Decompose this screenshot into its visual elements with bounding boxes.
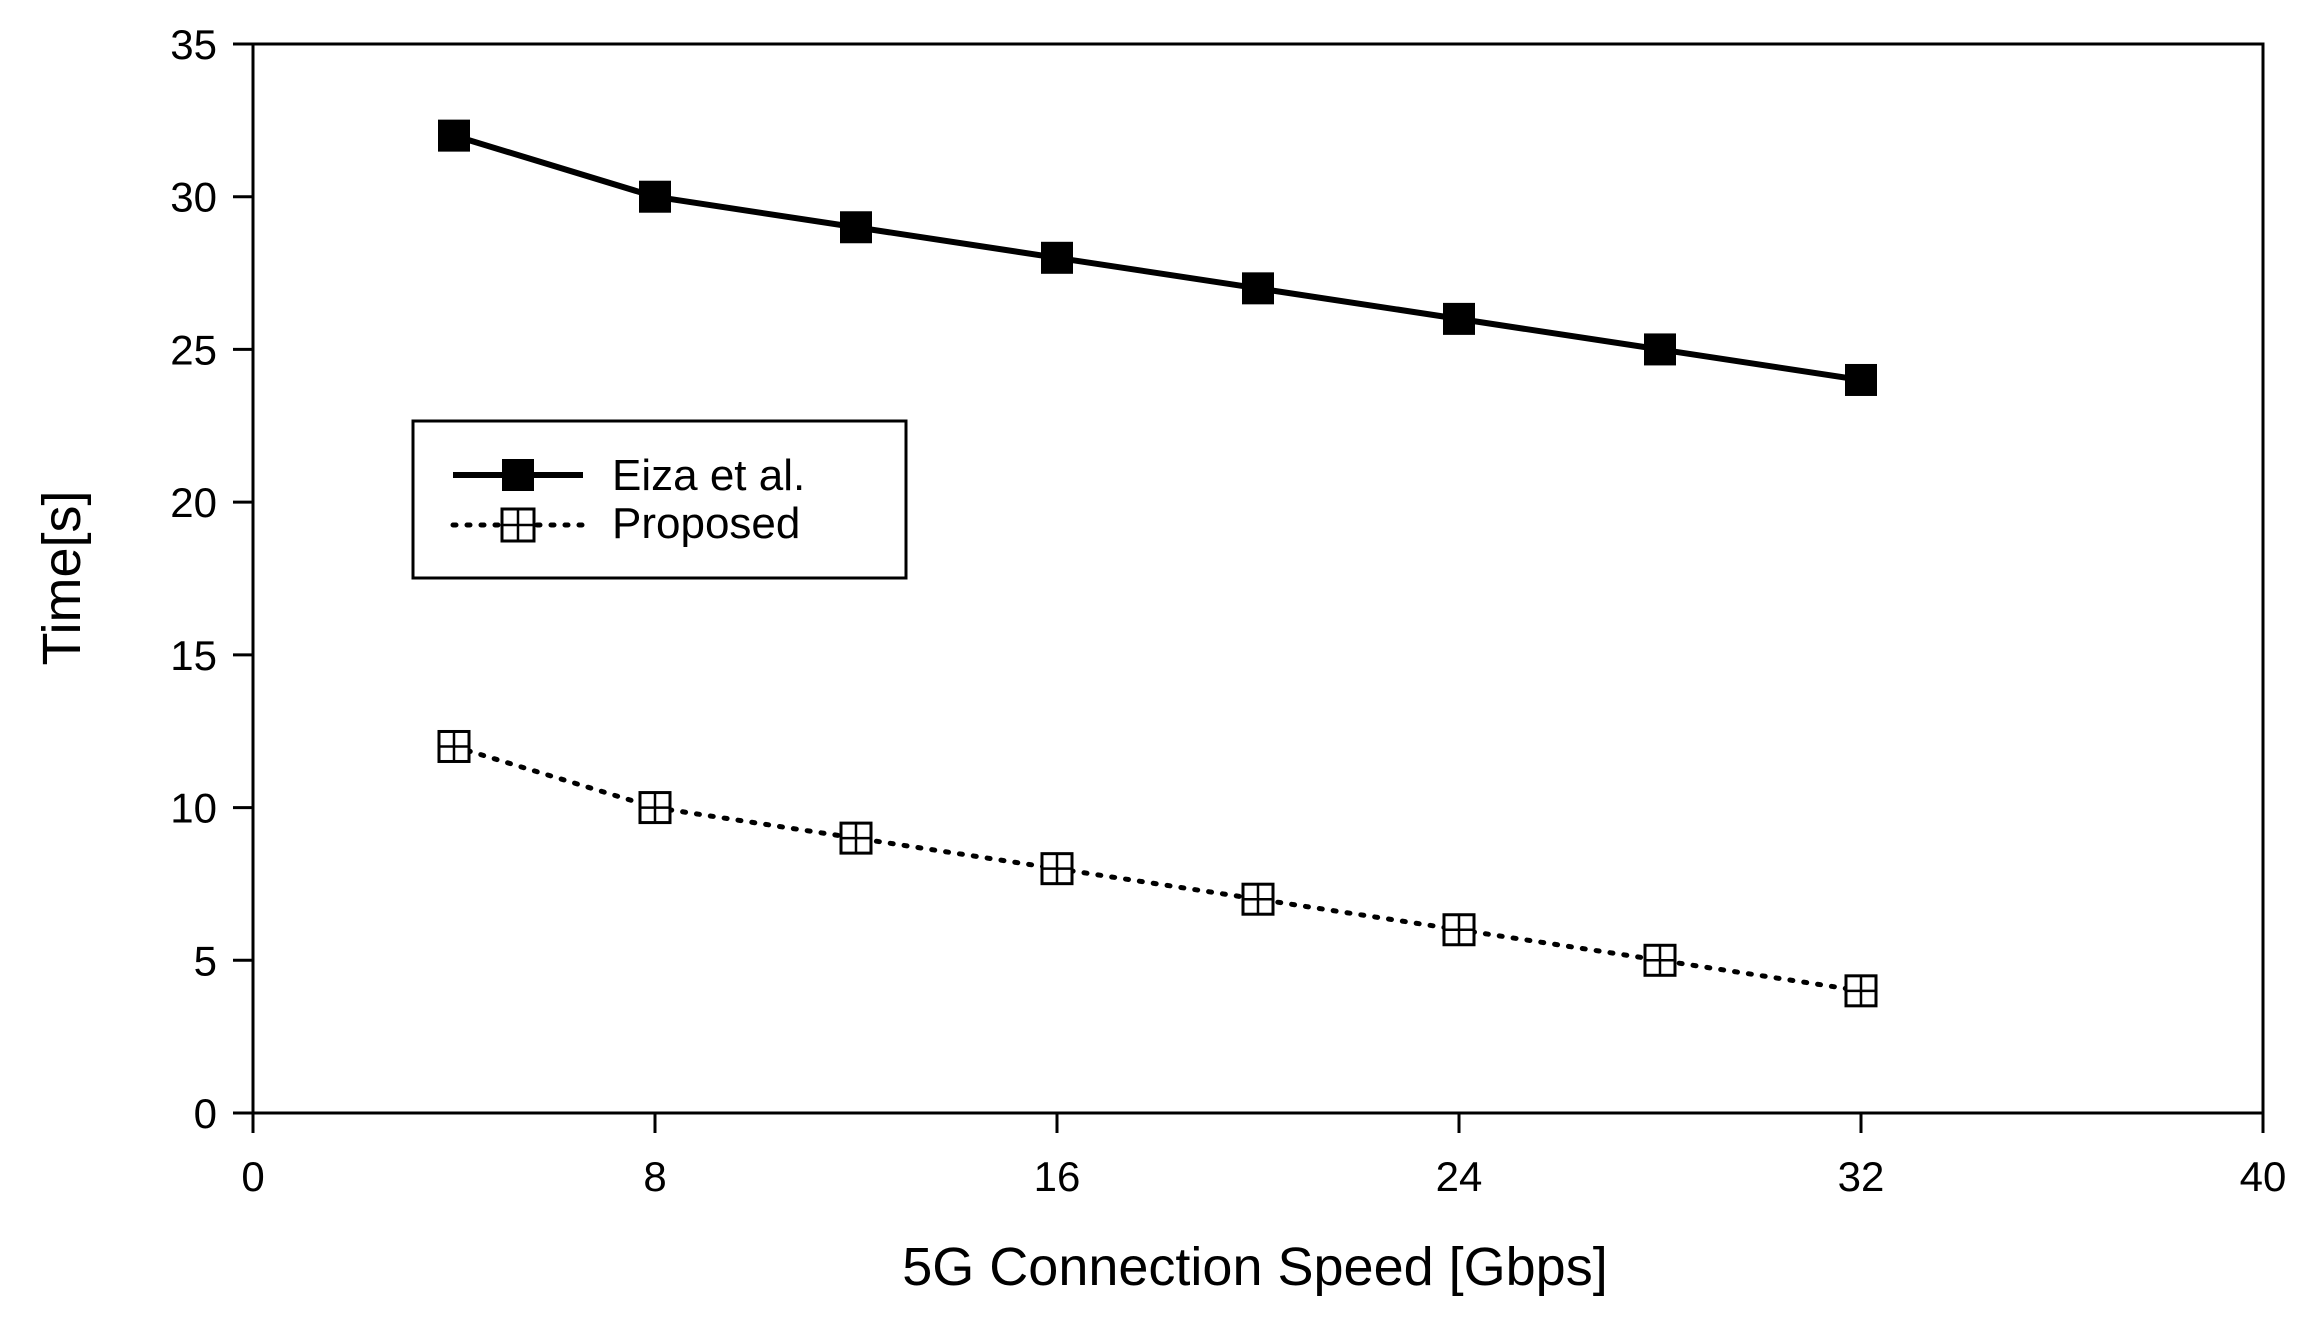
y-tick-label: 30 <box>170 174 217 221</box>
y-tick-label: 0 <box>194 1090 217 1137</box>
x-tick-label: 32 <box>1838 1153 1885 1200</box>
legend-box <box>411 419 908 580</box>
series-line <box>451 743 1864 994</box>
legend-entry-eiza: Eiza et al. <box>453 451 805 500</box>
series-eiza <box>438 119 1877 396</box>
data-point <box>639 180 671 213</box>
legend-marker-eiza <box>502 459 534 491</box>
data-point <box>1242 272 1274 305</box>
series-layer <box>437 119 1878 1008</box>
data-point <box>1644 333 1676 366</box>
legend-entry-proposed: Proposed <box>450 499 800 548</box>
data-point <box>1844 974 1878 1008</box>
legend-label-eiza: Eiza et al. <box>612 451 805 500</box>
y-tick-label: 5 <box>194 937 217 984</box>
x-tick-label: 16 <box>1034 1153 1081 1200</box>
y-tick-label: 35 <box>170 21 217 68</box>
x-tick-label: 0 <box>241 1153 264 1200</box>
x-axis-label: 5G Connection Speed [Gbps] <box>902 1237 1607 1297</box>
data-point <box>438 119 470 152</box>
data-point <box>839 821 873 855</box>
y-tick-label: 20 <box>170 479 217 526</box>
data-point <box>1040 852 1074 886</box>
y-tick-label: 10 <box>170 785 217 832</box>
y-axis-ticks: 0 5 10 15 20 25 30 35 <box>170 21 253 1137</box>
y-tick-label: 15 <box>170 632 217 679</box>
data-point <box>1442 913 1476 947</box>
legend-label-proposed: Proposed <box>612 499 800 548</box>
data-point <box>437 729 471 763</box>
x-axis-ticks: 0 8 16 24 32 40 <box>241 1113 2286 1200</box>
data-point <box>1443 302 1475 335</box>
legend-marker-proposed <box>500 507 536 543</box>
y-tick-label: 25 <box>170 326 217 373</box>
plot-frame <box>251 42 2265 1115</box>
data-point <box>1643 943 1677 977</box>
data-point <box>840 211 872 244</box>
data-point <box>1845 363 1877 396</box>
series-proposed <box>437 729 1878 1008</box>
data-point <box>1241 882 1275 916</box>
data-point <box>1041 241 1073 274</box>
x-tick-label: 24 <box>1436 1153 1483 1200</box>
x-tick-label: 40 <box>2240 1153 2287 1200</box>
legend: Eiza et al. Proposed <box>411 419 908 580</box>
x-tick-label: 8 <box>643 1153 666 1200</box>
data-point <box>638 791 672 825</box>
y-axis-label: Time[s] <box>32 491 92 666</box>
series-line <box>453 132 1862 383</box>
